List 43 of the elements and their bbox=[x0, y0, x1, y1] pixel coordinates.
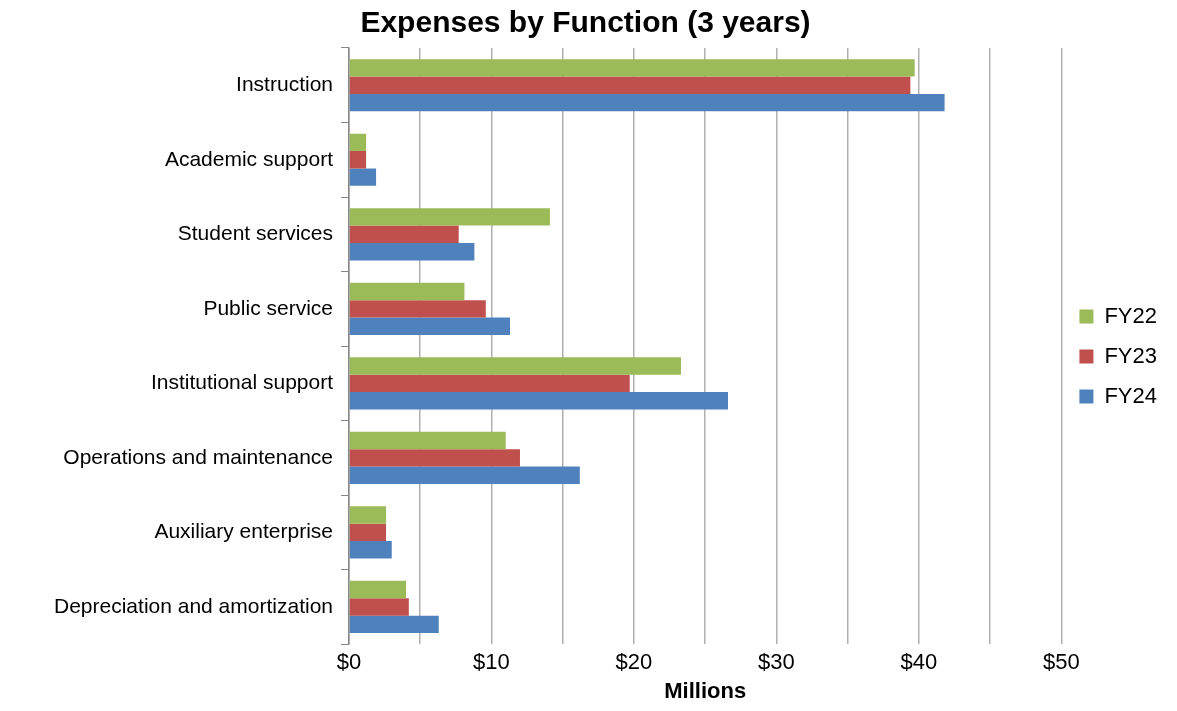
bar bbox=[349, 243, 475, 261]
bar bbox=[349, 300, 486, 318]
bar bbox=[349, 59, 915, 77]
bar bbox=[349, 168, 377, 186]
y-tick-label: Operations and maintenance bbox=[63, 444, 333, 468]
bar bbox=[349, 523, 387, 542]
y-tick-label: Institutional support bbox=[150, 370, 334, 394]
bar bbox=[349, 392, 729, 410]
chart-title: Expenses by Function (3 years) bbox=[360, 5, 811, 39]
bar bbox=[349, 357, 681, 375]
bar bbox=[349, 76, 911, 94]
legend-label: FY22 bbox=[1104, 302, 1158, 328]
y-tick-label: Public service bbox=[203, 295, 333, 319]
bar bbox=[349, 466, 580, 484]
legend-label: FY23 bbox=[1104, 342, 1158, 368]
bar bbox=[349, 580, 406, 599]
x-tick-label: $50 bbox=[1043, 649, 1080, 675]
bar bbox=[349, 598, 409, 616]
y-tick-label: Instruction bbox=[236, 72, 333, 96]
bar bbox=[349, 374, 630, 393]
bar bbox=[349, 225, 459, 244]
y-tick-label: Depreciation and amortization bbox=[54, 593, 333, 617]
bar bbox=[349, 133, 367, 152]
legend-label: FY24 bbox=[1104, 382, 1158, 408]
x-tick-label: $0 bbox=[336, 649, 362, 675]
bar bbox=[349, 449, 520, 467]
y-tick-label: Auxiliary enterprise bbox=[154, 519, 333, 543]
bar bbox=[349, 151, 367, 169]
bar bbox=[349, 431, 506, 450]
x-tick-label: $40 bbox=[900, 649, 938, 675]
x-tick-label: $10 bbox=[473, 649, 510, 675]
bar bbox=[349, 541, 392, 559]
bar bbox=[349, 506, 387, 524]
y-tick-label: Academic support bbox=[164, 146, 334, 170]
x-axis-title: Millions bbox=[664, 677, 747, 703]
bar bbox=[349, 208, 550, 226]
bar bbox=[349, 282, 465, 301]
x-tick-label: $20 bbox=[615, 649, 653, 675]
x-tick-label: $30 bbox=[758, 649, 795, 675]
bar bbox=[349, 615, 439, 634]
y-tick-label: Student services bbox=[177, 221, 333, 245]
bar bbox=[349, 317, 511, 335]
bar bbox=[349, 93, 945, 112]
